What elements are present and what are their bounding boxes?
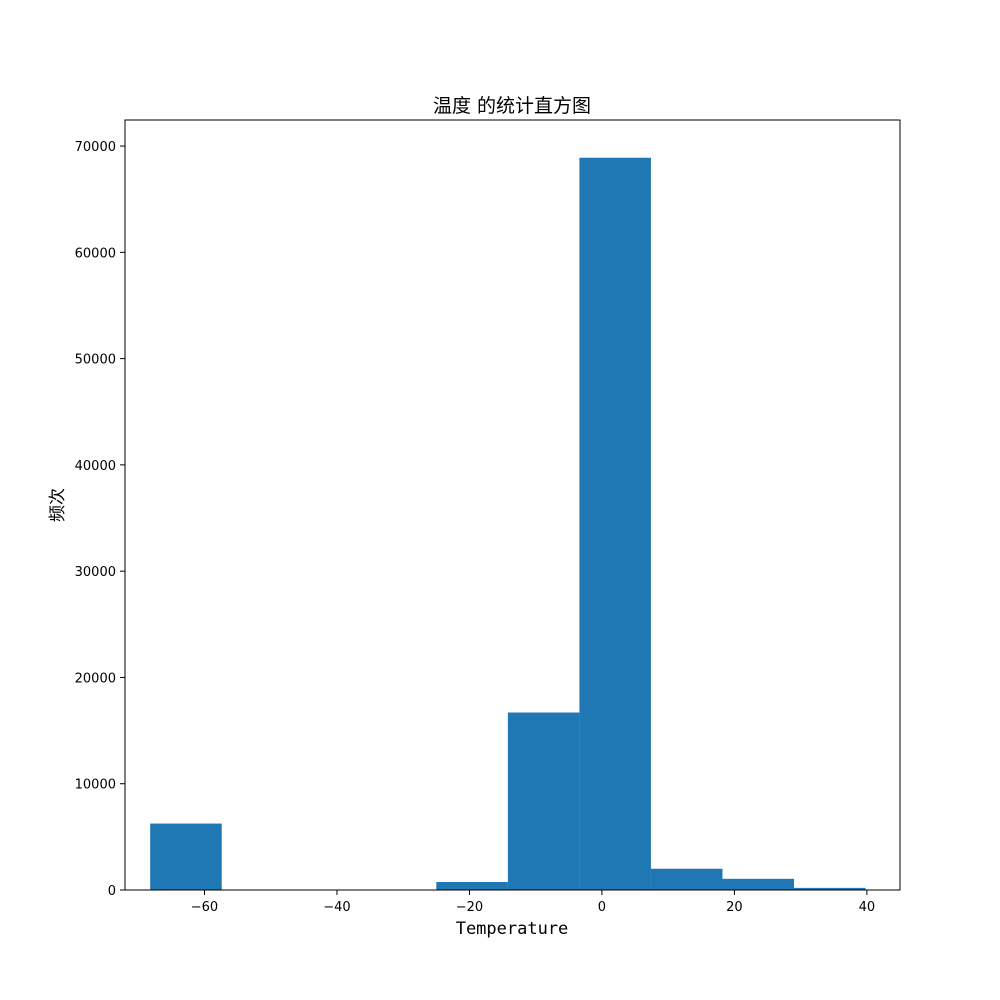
histogram-bar-4: [436, 882, 508, 890]
y-tick-label-1: 10000: [75, 778, 116, 793]
x-axis-label: Temperature: [456, 919, 569, 939]
x-tick-label-4: 20: [726, 900, 743, 915]
x-axis-ticks: −60 −40 −20 0 20 40: [191, 890, 875, 915]
plot-frame: [124, 119, 901, 891]
histogram-bar-8: [722, 878, 795, 890]
y-tick-label-7: 70000: [75, 140, 116, 155]
y-tick-label-2: 20000: [75, 671, 116, 686]
y-tick-label-6: 60000: [75, 246, 116, 261]
histogram-bar-5: [507, 712, 580, 890]
chart-title: 温度 的统计直方图: [433, 95, 591, 117]
bars-group: [150, 157, 866, 890]
y-axis-label: 频次: [48, 488, 68, 522]
y-tick-label-0: 0: [108, 884, 116, 899]
y-axis-ticks: 0 10000 20000 30000 40000 50000 60000 70000: [75, 140, 125, 899]
histogram-bar-0: [150, 823, 222, 890]
x-tick-label-5: 40: [859, 900, 876, 915]
x-tick-label-1: −40: [323, 900, 350, 915]
histogram-bar-9: [794, 887, 866, 890]
histogram-bar-7: [650, 868, 723, 890]
x-tick-label-2: −20: [456, 900, 483, 915]
y-tick-label-4: 40000: [75, 459, 116, 474]
x-tick-label-0: −60: [191, 900, 218, 915]
histogram-bar-6: [579, 157, 651, 890]
y-tick-label-5: 50000: [75, 353, 116, 368]
y-tick-label-3: 30000: [75, 565, 116, 580]
x-tick-label-3: 0: [598, 900, 606, 915]
